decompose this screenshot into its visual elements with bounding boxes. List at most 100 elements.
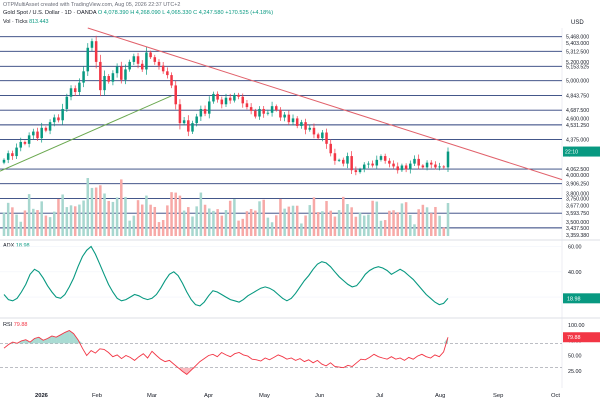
candle	[396, 166, 399, 171]
volume-bar	[358, 212, 362, 236]
rsi-overbought-fill	[21, 339, 26, 344]
volume-bar	[73, 206, 77, 236]
candle	[446, 151, 450, 168]
candle	[195, 116, 198, 124]
time-axis-label: 2026	[35, 393, 49, 399]
adx-value-label: 18.98	[567, 296, 581, 302]
price-axis-label: 3,359.380	[566, 233, 589, 239]
candle	[32, 131, 35, 136]
candle	[82, 71, 85, 83]
volume-bar	[128, 220, 131, 236]
candle	[86, 47, 90, 72]
price-axis-label: 4,000.000	[566, 173, 589, 179]
candle	[170, 75, 173, 86]
rsi-overbought-fill	[38, 337, 44, 344]
candle	[400, 165, 404, 171]
price-axis-label: 5,312.500	[566, 49, 589, 55]
candle	[388, 160, 391, 164]
volume-bar	[36, 210, 39, 236]
volume-bar	[388, 210, 391, 236]
candle	[392, 163, 395, 167]
candle	[333, 153, 337, 161]
candle	[266, 112, 270, 114]
candle	[375, 159, 379, 166]
candle	[228, 97, 232, 101]
candle	[27, 135, 31, 144]
volume-bar	[40, 201, 43, 236]
price-axis-label: 3,437.500	[566, 226, 589, 232]
candle	[421, 165, 425, 168]
volume-bar	[44, 215, 48, 236]
candle	[300, 122, 303, 126]
volume-bar	[48, 217, 52, 236]
rsi-overbought-fill	[69, 330, 74, 344]
candle	[212, 93, 215, 102]
candle	[132, 56, 136, 62]
volume-bar	[86, 178, 90, 236]
candle	[304, 122, 307, 130]
candle	[283, 114, 286, 118]
volume-bar	[325, 201, 328, 236]
candle	[442, 166, 446, 168]
candle	[291, 118, 295, 123]
candle	[73, 88, 77, 93]
candle	[69, 88, 73, 97]
ohlc-open: O 4,078.390	[97, 10, 129, 16]
price-axis-label: 4,062.500	[566, 167, 589, 173]
ohlc-low: L 4,065.330	[162, 10, 192, 16]
volume-bar	[23, 210, 27, 236]
volume-bar	[237, 220, 240, 236]
candle	[57, 117, 60, 121]
candle	[337, 159, 341, 161]
candle	[233, 94, 236, 101]
candle	[103, 76, 106, 91]
volume-bar	[400, 203, 404, 236]
time-axis-label: Jun	[315, 393, 324, 399]
time-axis-label: Jul	[376, 393, 383, 399]
price-axis-label: 4,375.000	[566, 138, 589, 144]
adx-axis-label: 60.00	[568, 245, 582, 251]
candle	[157, 61, 161, 66]
volume-bar	[346, 204, 349, 236]
candle	[417, 158, 420, 166]
candle	[308, 127, 312, 130]
rsi-axis-label: 25.00	[568, 369, 582, 375]
candle	[270, 106, 274, 113]
price-axis-label: 3,500.000	[566, 220, 589, 226]
volume-bar	[308, 205, 312, 236]
adx-axis-label: 40.00	[568, 270, 582, 276]
volume-bar	[161, 220, 165, 236]
candle	[182, 120, 186, 124]
volume-bar	[32, 208, 35, 236]
last-price-badge	[563, 146, 600, 157]
chart-attribution: OTPMultiAsset created with TradingView.c…	[3, 2, 181, 8]
rsi-overbought-fill	[34, 337, 39, 344]
price-axis-label: 5,153.525	[566, 64, 589, 70]
candle	[346, 156, 349, 164]
volume-bar	[65, 207, 69, 236]
volume-bar	[379, 220, 383, 236]
volume-bar	[233, 199, 236, 236]
volume-bar	[120, 179, 123, 236]
candle	[140, 63, 144, 70]
volume-bar	[266, 217, 270, 236]
volume-value: 813.443	[29, 19, 49, 25]
volume-bar	[2, 212, 6, 236]
candle	[249, 107, 253, 111]
volume-bar	[6, 202, 10, 236]
volume-bar	[442, 227, 446, 236]
candle	[350, 156, 353, 171]
volume-bar	[446, 202, 450, 236]
volume-bar	[254, 210, 257, 236]
volume-bar	[61, 194, 64, 236]
candle	[329, 143, 332, 154]
candle	[40, 127, 43, 139]
candle	[61, 108, 64, 121]
candle	[321, 132, 324, 139]
volume-bar	[99, 185, 102, 236]
time-axis-label: Oct	[551, 393, 560, 399]
volume-bar	[170, 192, 173, 236]
candle	[36, 131, 39, 139]
candle	[325, 132, 328, 144]
volume-bar	[90, 187, 94, 236]
